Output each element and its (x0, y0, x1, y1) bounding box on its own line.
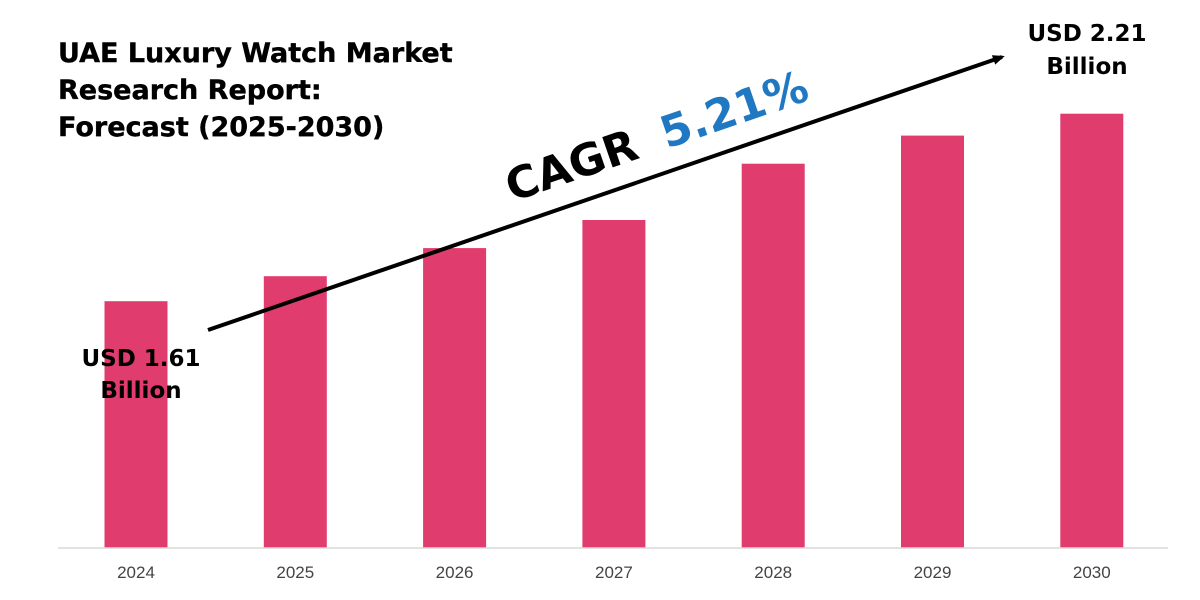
x-tick-2024: 2024 (117, 563, 155, 582)
x-tick-2027: 2027 (595, 563, 633, 582)
x-tick-2029: 2029 (914, 563, 952, 582)
bar-2026 (423, 248, 487, 548)
x-tick-2030: 2030 (1073, 563, 1111, 582)
bar-2029 (901, 135, 964, 548)
bar-2027 (582, 220, 646, 548)
start-value-label: USD 1.61 (81, 346, 200, 372)
x-tick-labels: 2024 2025 2026 2027 2028 2029 2030 (117, 563, 1111, 582)
cagr-value: 5.21% (654, 61, 815, 159)
chart-title-line-1: UAE Luxury Watch Market (58, 38, 453, 69)
end-unit-label: Billion (1046, 54, 1127, 80)
bar-2030 (1060, 113, 1124, 548)
x-tick-2025: 2025 (276, 563, 314, 582)
chart-title-line-2: Research Report: (58, 75, 322, 106)
end-value-label: USD 2.21 (1027, 21, 1146, 47)
x-tick-2028: 2028 (754, 563, 792, 582)
bars-group (104, 113, 1124, 548)
bar-2028 (741, 163, 805, 548)
cagr-text: CAGR (499, 120, 645, 213)
bar-2024 (104, 301, 168, 548)
chart-title-line-3: Forecast (2025-2030) (58, 112, 384, 143)
bar-2025 (263, 276, 327, 548)
trend-arrow (207, 55, 1005, 332)
x-tick-2026: 2026 (436, 563, 474, 582)
start-unit-label: Billion (100, 378, 181, 404)
